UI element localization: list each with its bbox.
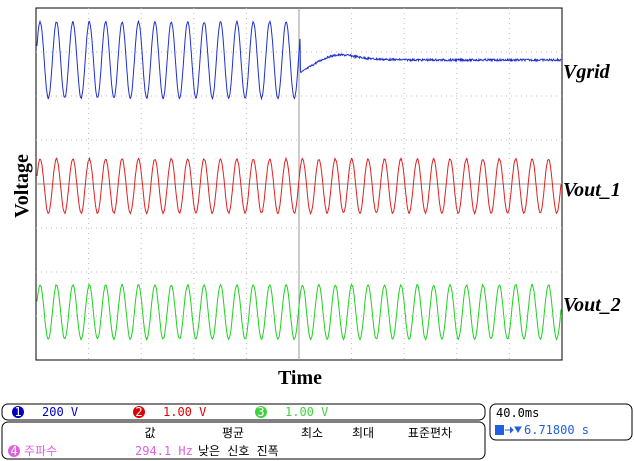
trace-label: Vout_2 [563,294,621,316]
ch-number: 3 [257,405,264,419]
ch-scale: 200 V [42,405,78,419]
meas-number: 4 [10,444,17,458]
measure-header: 최대 [352,426,374,440]
meas-note: 낮은 신호 진폭 [198,444,279,458]
trace-label: Vout_1 [563,179,621,201]
measure-header: 최소 [301,426,323,440]
ch-scale: 1.00 V [285,405,328,419]
measure-header: 평균 [222,426,244,440]
ch-number: 1 [14,405,21,419]
y-axis-label: Voltage [11,154,33,218]
trigger-time: 6.71800 s [524,423,589,437]
ch-number: 2 [135,405,142,419]
meas-value: 294.1 Hz [135,444,193,458]
ch-scale: 1.00 V [163,405,206,419]
timebase: 40.0ms [496,406,539,420]
x-axis-label: Time [278,367,322,389]
measure-header: 표준편차 [408,426,452,440]
trigger-icon [495,425,504,435]
measure-header: 값 [144,426,155,440]
scope-figure: Vgrid Vout_1 Vout_2 Voltage Time 1 200 V… [0,0,634,461]
meas-name: 주파수 [24,444,57,458]
trace-label: Vgrid [563,61,611,83]
